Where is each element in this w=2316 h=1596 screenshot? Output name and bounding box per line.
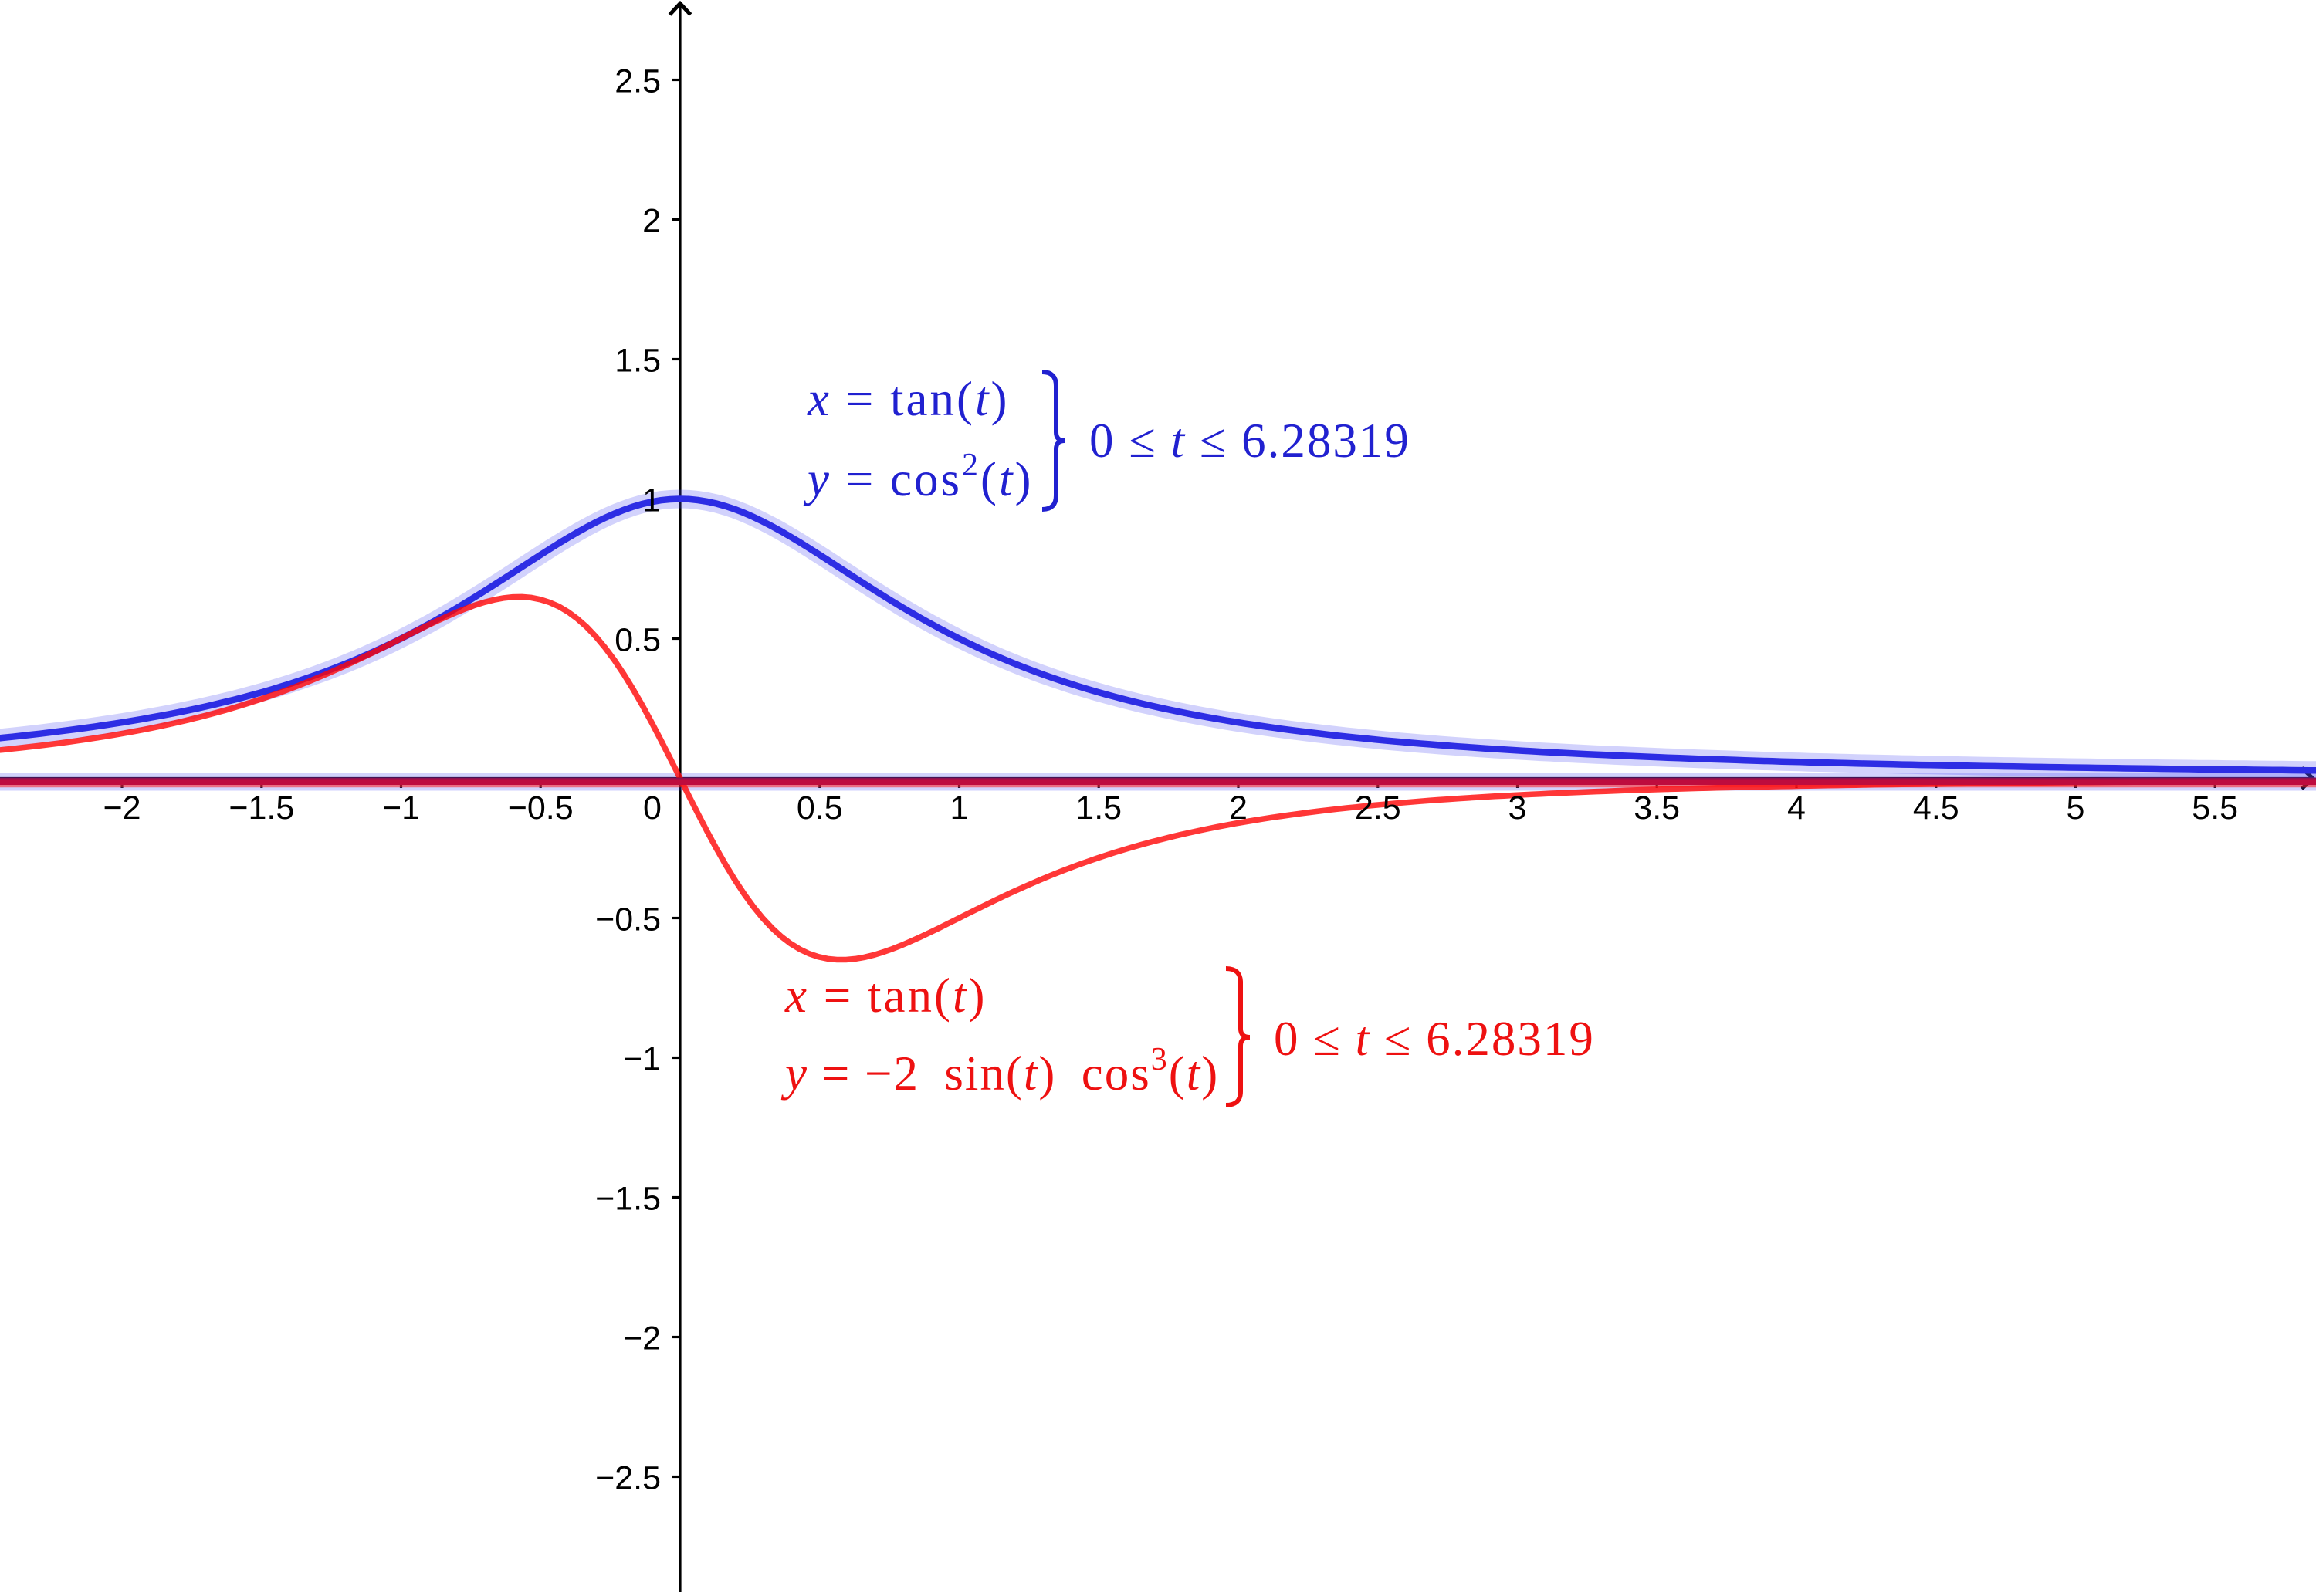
- svg-text:4: 4: [1787, 790, 1806, 827]
- svg-text:1: 1: [642, 482, 661, 519]
- svg-text:1.5: 1.5: [615, 343, 661, 380]
- svg-text:2.5: 2.5: [615, 63, 661, 100]
- svg-text:2: 2: [1229, 790, 1248, 827]
- svg-text:2.5: 2.5: [1355, 790, 1401, 827]
- svg-text:y = cos2(t): y = cos2(t): [803, 448, 1033, 506]
- svg-text:y = −2 sin(t) cos3(t): y = −2 sin(t) cos3(t): [780, 1042, 1219, 1101]
- svg-text:x = tan(t): x = tan(t): [784, 969, 987, 1023]
- svg-text:4.5: 4.5: [1913, 790, 1959, 827]
- svg-text:3: 3: [1508, 790, 1527, 827]
- svg-text:x = tan(t): x = tan(t): [807, 372, 1009, 426]
- svg-text:−0.5: −0.5: [508, 790, 574, 827]
- svg-text:0.5: 0.5: [797, 790, 843, 827]
- svg-text:−1: −1: [623, 1041, 661, 1078]
- svg-text:0: 0: [643, 790, 662, 827]
- svg-text:−2.5: −2.5: [595, 1460, 661, 1497]
- svg-text:−1.5: −1.5: [229, 790, 294, 827]
- svg-text:−0.5: −0.5: [595, 901, 661, 938]
- svg-text:3.5: 3.5: [1634, 790, 1680, 827]
- svg-text:−1: −1: [382, 790, 420, 827]
- svg-text:0 ≤ t ≤ 6.28319: 0 ≤ t ≤ 6.28319: [1274, 1012, 1595, 1066]
- svg-text:5.5: 5.5: [2192, 790, 2238, 827]
- svg-text:−1.5: −1.5: [595, 1181, 661, 1218]
- svg-text:1: 1: [950, 790, 969, 827]
- svg-text:1.5: 1.5: [1075, 790, 1122, 827]
- svg-text:−2: −2: [623, 1320, 661, 1358]
- svg-text:5: 5: [2067, 790, 2085, 827]
- svg-text:0 ≤ t ≤ 6.28319: 0 ≤ t ≤ 6.28319: [1089, 414, 1410, 468]
- svg-text:−2: −2: [103, 790, 141, 827]
- svg-text:0.5: 0.5: [615, 622, 661, 659]
- svg-text:2: 2: [642, 203, 661, 240]
